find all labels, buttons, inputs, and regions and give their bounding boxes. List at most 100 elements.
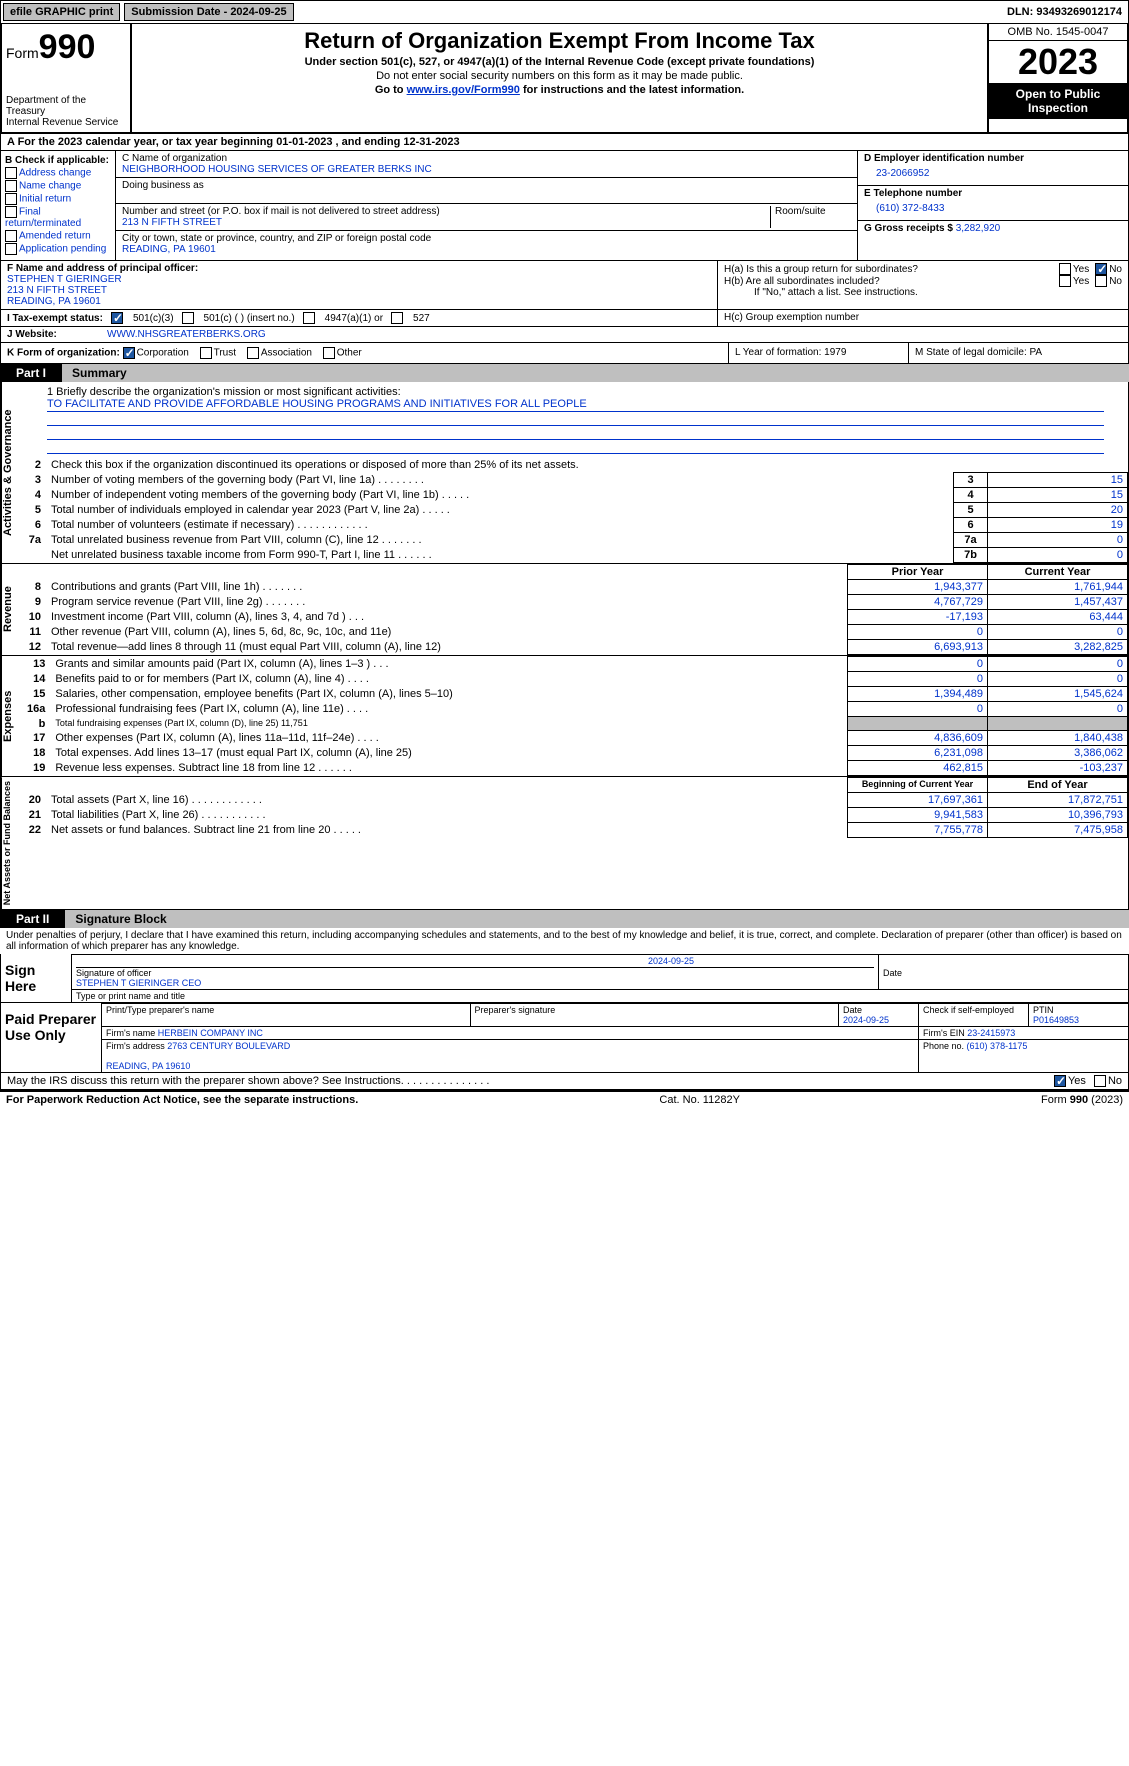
table-row: 16aProfessional fundraising fees (Part I… [23,702,1128,717]
checkbox-4947[interactable] [303,312,315,324]
may-irs-row: May the IRS discuss this return with the… [0,1073,1129,1090]
part2-header: Part II Signature Block [0,910,1129,928]
ein-label: D Employer identification number [864,153,1122,164]
header-left: Form990 Department of the Treasury Inter… [2,24,132,132]
form-title: Return of Organization Exempt From Incom… [140,28,979,54]
h-c-label: H(c) Group exemption number [718,310,1128,326]
info-grid: B Check if applicable: Address change Na… [0,151,1129,261]
paid-preparer-block: Paid Preparer Use Only Print/Type prepar… [0,1003,1129,1073]
org-name: NEIGHBORHOOD HOUSING SERVICES OF GREATER… [122,164,851,175]
checkbox-501c[interactable] [182,312,194,324]
part1-title: Summary [62,364,1129,382]
table-row: bTotal fundraising expenses (Part IX, co… [23,717,1128,731]
table-row: 9Program service revenue (Part VIII, lin… [23,595,1128,610]
header-mid: Return of Organization Exempt From Incom… [132,24,987,132]
checkbox-ha-yes[interactable] [1059,263,1071,275]
gross-label: G Gross receipts $ [864,223,956,234]
sign-here-label: Sign Here [1,954,71,1002]
row-j: J Website: WWW.NHSGREATERBERKS.ORG [0,327,1129,343]
checkbox-527[interactable] [391,312,403,324]
checkbox-name-change[interactable] [5,180,17,192]
efile-print-button[interactable]: efile GRAPHIC print [3,3,120,21]
k-label: K Form of organization: [7,348,120,359]
checkbox-mayirs-no[interactable] [1094,1075,1106,1087]
checkbox-application-pending[interactable] [5,243,17,255]
table-row: 6Total number of volunteers (estimate if… [23,518,1128,533]
form-footer: Form 990 (2023) [1041,1094,1123,1106]
gross-receipts: 3,282,920 [956,223,1001,234]
checkbox-ha-no[interactable] [1095,263,1107,275]
irs-link[interactable]: www.irs.gov/Form990 [407,84,520,96]
checkbox-501c3[interactable] [111,312,123,324]
table-row: 13Grants and similar amounts paid (Part … [23,657,1128,672]
row-a: A For the 2023 calendar year, or tax yea… [0,134,1129,151]
type-print-label: Type or print name and title [71,989,1128,1002]
h-a-label: H(a) Is this a group return for subordin… [724,264,1059,275]
m-state: M State of legal domicile: PA [908,343,1128,363]
dln-text: DLN: 93493269012174 [1007,6,1128,18]
ein: 23-2066952 [864,164,1122,183]
table-row: 18Total expenses. Add lines 13–17 (must … [23,746,1128,761]
cat-no: Cat. No. 11282Y [659,1094,740,1106]
checkbox-initial-return[interactable] [5,193,17,205]
gov-table: 2Check this box if the organization disc… [23,458,1128,563]
footer: For Paperwork Reduction Act Notice, see … [0,1090,1129,1108]
officer-block: F Name and address of principal officer:… [1,261,718,309]
table-row: 4Number of independent voting members of… [23,488,1128,503]
revenue-section: Revenue Prior YearCurrent Year 8Contribu… [0,564,1129,656]
j-label: J Website: [1,327,101,342]
submission-date-button[interactable]: Submission Date - 2024-09-25 [124,3,293,21]
form-header: Form990 Department of the Treasury Inter… [0,24,1129,134]
street: 213 N FIFTH STREET [122,217,766,228]
prep-sig-label: Preparer's signature [470,1003,839,1026]
header-right: OMB No. 1545-0047 2023 Open to Public In… [987,24,1127,132]
checkbox-hb-yes[interactable] [1059,275,1071,287]
table-row: Net unrelated business taxable income fr… [23,548,1128,563]
netassets-section: Net Assets or Fund Balances Beginning of… [0,777,1129,910]
omb-number: OMB No. 1545-0047 [989,24,1127,41]
part1-num: Part I [0,364,62,382]
checkbox-corp[interactable] [123,347,135,359]
table-row: 21Total liabilities (Part X, line 26) . … [23,808,1128,823]
checkbox-trust[interactable] [200,347,212,359]
h-block: H(a) Is this a group return for subordin… [718,261,1128,309]
expenses-section: Expenses 13Grants and similar amounts pa… [0,656,1129,777]
signature-block: Sign Here 2024-09-25 Signature of office… [0,954,1129,1003]
checkbox-address-change[interactable] [5,167,17,179]
vlabel-netassets: Net Assets or Fund Balances [1,777,23,909]
subtitle-1: Under section 501(c), 527, or 4947(a)(1)… [140,56,979,68]
vlabel-activities: Activities & Governance [1,382,23,563]
phone: (610) 372-8433 [864,199,1122,218]
goto-line: Go to www.irs.gov/Form990 for instructio… [140,84,979,96]
table-row: 14Benefits paid to or for members (Part … [23,672,1128,687]
table-row: 19Revenue less expenses. Subtract line 1… [23,761,1128,776]
declaration-text: Under penalties of perjury, I declare th… [0,928,1129,954]
checkbox-hb-no[interactable] [1095,275,1107,287]
officer-label: F Name and address of principal officer: [7,263,711,274]
phone-label: E Telephone number [864,188,1122,199]
h-b-note: If "No," attach a list. See instructions… [724,287,1122,298]
i-label: I Tax-exempt status: [7,313,103,324]
sig-officer-name: STEPHEN T GIERINGER CEO [76,978,874,988]
h-b-label: H(b) Are all subordinates included? [724,276,1059,287]
prep-name-label: Print/Type preparer's name [101,1003,470,1026]
paperwork-notice: For Paperwork Reduction Act Notice, see … [6,1094,358,1106]
org-name-label: C Name of organization [122,153,851,164]
top-bar: efile GRAPHIC print Submission Date - 20… [0,0,1129,24]
checkbox-assoc[interactable] [247,347,259,359]
form-label: Form [6,45,39,61]
checkbox-amended-return[interactable] [5,230,17,242]
col-d: D Employer identification number 23-2066… [858,151,1128,260]
checkbox-final-return[interactable] [5,206,17,218]
part2-num: Part II [0,910,65,928]
table-row: 12Total revenue—add lines 8 through 11 (… [23,640,1128,655]
form-number: 990 [39,28,96,66]
row-i: I Tax-exempt status: 501(c)(3) 501(c) ( … [0,310,1129,327]
checkbox-other[interactable] [323,347,335,359]
city: READING, PA 19601 [122,244,851,255]
checkbox-mayirs-yes[interactable] [1054,1075,1066,1087]
open-to-public: Open to Public Inspection [989,83,1127,119]
street-label: Number and street (or P.O. box if mail i… [122,206,766,217]
netassets-table: Beginning of Current YearEnd of Year 20T… [23,777,1128,838]
vlabel-expenses: Expenses [1,656,23,776]
